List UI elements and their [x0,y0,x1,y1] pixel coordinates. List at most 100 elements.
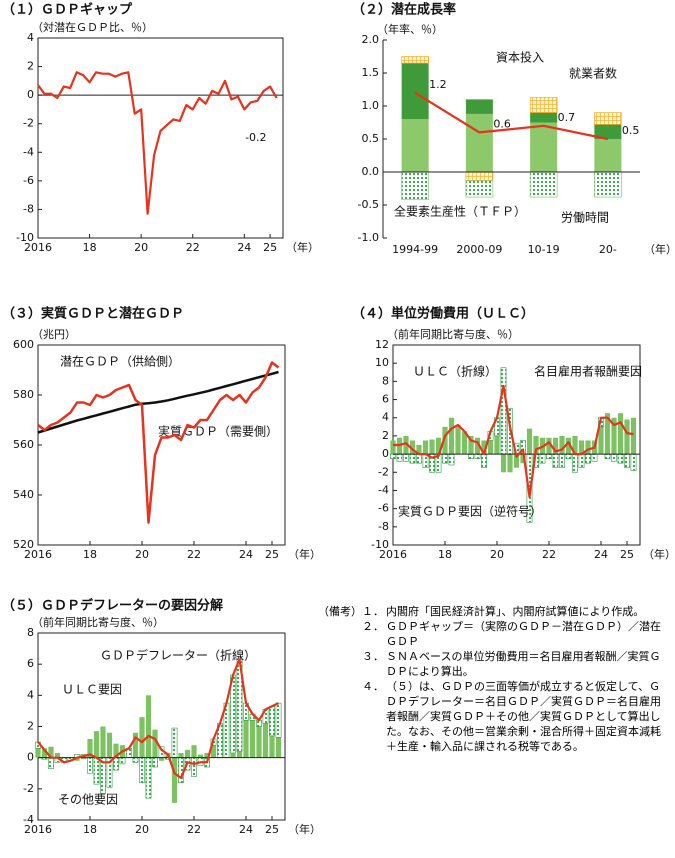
x-tick-label: 24 [594,548,608,561]
x-tick-label: 24 [239,823,253,836]
bar [48,757,54,769]
bar [210,745,217,758]
note-text: 内閣府「国民経済計算」、内閣府試算値により作成。 [386,605,645,618]
value-label: 0.6 [493,117,511,130]
bar [585,440,591,455]
bar [409,440,416,455]
series-label: 実質ＧＤＰ要因（逆符号） [398,504,542,519]
bar [416,453,422,464]
series-label: 資本投入 [496,50,544,65]
bar [262,723,269,758]
bar [390,453,396,459]
y-tick-label: -6 [23,174,34,187]
y-tick-label: 10 [375,356,389,369]
bar [197,754,204,758]
plot-frame [37,37,284,239]
note-item: ３． ＳＮＡベースの単位労働費用＝名目雇用者報酬／実質ＧＤＰにより算出。 [362,649,670,679]
bar [401,63,429,120]
bar [539,453,546,464]
bar [204,752,210,758]
series-label: 実質ＧＤＰ（需要側） [158,424,278,439]
y-tick-label: -2 [23,782,34,795]
bar [178,752,184,758]
bar [442,426,448,455]
bar [158,757,165,761]
y-tick-label: -8 [378,520,389,533]
bar [611,453,617,462]
bar [403,453,409,462]
y-axis-label: （対潜在ＧＤＰ比、％） [32,20,153,34]
bar [145,757,152,799]
x-tick-label: 25 [265,823,279,836]
series-label: その他要因 [58,793,118,807]
y-tick-label: -1.0 [358,231,379,244]
x-tick-label: 2000-09 [456,243,502,256]
y-tick-label: -2 [378,465,389,478]
y-tick-label: 520 [13,538,34,551]
bar [416,445,422,455]
line [37,361,280,524]
bar [604,453,611,459]
x-tick-label: 1994-99 [392,243,438,256]
plot-frame [37,344,286,546]
y-axis-label: （兆円） [32,328,76,341]
y-tick-label: 0.5 [362,132,380,145]
x-tick-label: 2016 [24,823,52,836]
y-tick-label: -6 [378,502,389,515]
bar [474,453,481,459]
y-tick-label: 4 [27,688,34,701]
x-tick-label: 18 [438,548,452,561]
bar [191,757,197,777]
y-tick-label: 2 [382,429,389,442]
bar [546,453,552,459]
series-label: 名目雇用者報酬要因 [534,364,642,379]
x-tick-label: 22 [186,241,200,254]
bar [630,417,637,455]
y-tick-label: 0.0 [362,165,380,178]
bar [401,171,429,201]
y-tick-label: 0 [382,447,389,460]
bar [468,453,474,459]
x-tick-label: 18 [83,548,97,561]
bar [243,720,249,758]
bar [526,428,533,455]
note-num: ３． [362,650,384,663]
note-item: １． 内閣府「国民経済計算」、内閣府試算値により作成。 [362,604,670,619]
bar [41,748,48,758]
bar [403,435,409,455]
bar [442,453,448,464]
y-tick-label: 540 [13,488,34,501]
series-label: ＵＬＣ（折線） [413,364,497,379]
bar [139,717,145,758]
y-tick-label: 2.0 [362,33,380,46]
x-tick-label: 25 [263,241,277,254]
x-tick-label: 22 [187,823,201,836]
bar [409,453,416,464]
bar [275,737,282,758]
note-num: ４． [362,680,384,693]
y-tick-label: 8 [27,626,34,639]
bar [269,735,275,758]
x-tick-label: 18 [83,823,97,836]
bar [474,437,481,455]
bar [481,453,487,469]
bar [448,453,455,466]
x-axis-label: （年） [286,240,319,254]
bar [465,113,493,172]
chart-title: （５）ＧＤＰデフレーターの要因分解 [2,598,223,614]
bar [145,695,152,758]
chart-title: （３）実質ＧＤＰと潜在ＧＤＰ [2,306,184,322]
bar [520,454,526,464]
bar [624,453,630,469]
x-tick-label: 22 [187,548,201,561]
x-tick-label: 20 [135,548,149,561]
x-axis-label: （年） [643,547,675,561]
bar [559,453,565,469]
bar [191,745,197,758]
bar [465,180,494,198]
y-axis-label: （前年同期比寄与度、％） [387,327,519,341]
bar [604,413,611,455]
bar [35,748,41,758]
bar [578,440,585,455]
series-label: ＵＬＣ要因 [62,683,122,697]
